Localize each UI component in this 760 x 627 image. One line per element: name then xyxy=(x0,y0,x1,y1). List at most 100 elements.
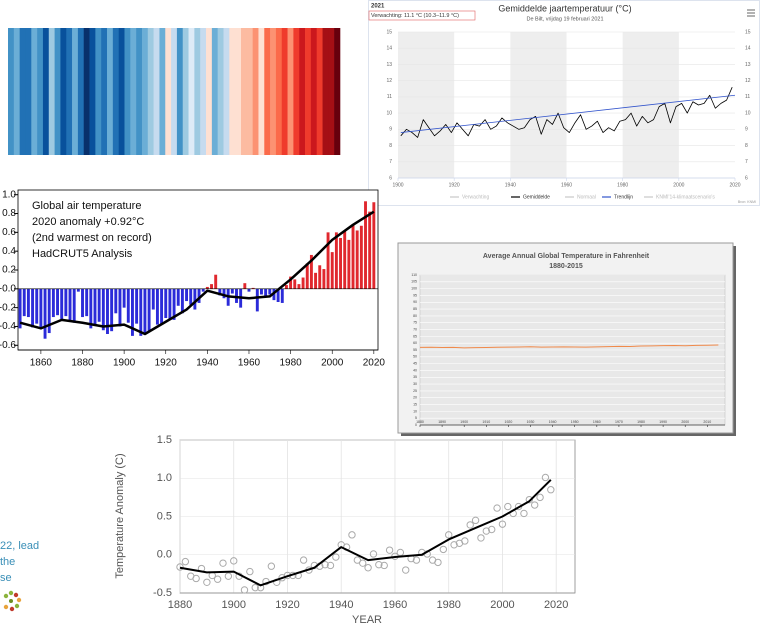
point xyxy=(434,558,442,567)
y-tick-label: 100 xyxy=(411,287,417,291)
y-tick-label: 15 xyxy=(386,29,392,35)
legend-label[interactable]: Normaal xyxy=(577,194,596,200)
y-tick-label: 13 xyxy=(386,62,392,68)
y-tick-label: 15 xyxy=(413,402,417,406)
point xyxy=(213,575,222,583)
stripe xyxy=(136,28,143,155)
point xyxy=(348,531,356,539)
x-tick-label: 1950 xyxy=(571,420,579,424)
x-tick-label: 1960 xyxy=(561,182,572,188)
stripe xyxy=(275,28,283,155)
y-tick-label: 0 xyxy=(415,423,417,427)
point xyxy=(326,561,335,570)
y-tick-label: -0.6 xyxy=(0,340,16,351)
legend-label[interactable]: Trendlijn xyxy=(614,194,633,200)
stripe xyxy=(159,28,166,155)
y-tick-label: 0.4 xyxy=(2,246,16,257)
bar xyxy=(210,284,213,289)
x-tick-label: 1920 xyxy=(155,358,178,369)
stripe xyxy=(72,28,79,155)
stripe xyxy=(83,28,90,155)
point xyxy=(203,578,211,586)
x-tick-label: 1990 xyxy=(659,420,667,424)
bar xyxy=(314,272,318,289)
point xyxy=(461,537,469,545)
plot-band xyxy=(398,32,455,178)
y-tick-label: 5 xyxy=(415,416,417,420)
x-tick-label: 1880 xyxy=(168,599,192,611)
point xyxy=(267,562,276,570)
point xyxy=(332,553,340,561)
stripe xyxy=(37,28,44,155)
point xyxy=(380,561,388,570)
x-tick-label: 1880 xyxy=(416,420,424,424)
stripe xyxy=(200,28,207,155)
bar xyxy=(201,288,205,292)
x-tick-label: 2000 xyxy=(673,182,684,188)
x-tick-label: 1980 xyxy=(617,182,628,188)
stripe xyxy=(176,28,184,155)
point xyxy=(364,564,372,572)
stripe xyxy=(322,28,329,155)
y-tick-label: 30 xyxy=(413,382,417,386)
y-tick-label: 0.8 xyxy=(2,208,16,219)
bar xyxy=(359,225,363,289)
bar xyxy=(301,277,305,289)
stripe xyxy=(223,28,230,155)
bar xyxy=(89,288,93,329)
stripe xyxy=(8,28,15,155)
bar xyxy=(289,276,293,289)
y-tick-label: 0.0 xyxy=(157,549,172,561)
y-tick-label: 95 xyxy=(413,293,417,297)
stripe xyxy=(281,28,288,155)
bar xyxy=(247,288,251,292)
bar xyxy=(39,288,43,328)
legend-label[interactable]: Gemiddelde xyxy=(523,194,550,200)
point xyxy=(450,541,458,549)
point xyxy=(240,586,249,594)
x-tick-label: 1900 xyxy=(460,420,468,424)
annotation: 2020 anomaly +0.92°C xyxy=(32,216,144,228)
stripe xyxy=(316,28,323,155)
legend-label[interactable]: KNMI'14-klimaatscenario's xyxy=(656,194,715,200)
bar xyxy=(330,252,334,289)
y-tick-label: 65 xyxy=(413,334,417,338)
line xyxy=(179,479,552,587)
point xyxy=(525,495,534,504)
point xyxy=(445,531,453,539)
stripe xyxy=(89,28,96,155)
bar xyxy=(72,288,76,323)
stripe xyxy=(107,28,114,155)
x-tick-label: 1940 xyxy=(549,420,557,424)
bar xyxy=(193,288,197,310)
bar xyxy=(251,287,255,289)
y-tick-label: 75 xyxy=(413,321,417,325)
menu-icon[interactable] xyxy=(747,9,755,17)
y-tick-label: 90 xyxy=(413,300,417,304)
bar xyxy=(106,288,109,334)
bar xyxy=(18,288,22,329)
stripe xyxy=(246,28,253,155)
point xyxy=(176,563,184,571)
x-tick-label: 1900 xyxy=(113,358,136,369)
stripe xyxy=(112,28,119,155)
bar xyxy=(85,288,89,317)
y-tick-label: 55 xyxy=(413,348,417,352)
legend-label[interactable]: Verwachting xyxy=(462,194,489,200)
point xyxy=(230,557,238,565)
bar xyxy=(64,288,68,317)
point xyxy=(541,473,550,482)
y-tick-label: 1.0 xyxy=(2,189,16,200)
point xyxy=(471,516,480,525)
bar xyxy=(172,288,176,320)
bar xyxy=(31,288,35,328)
stripe xyxy=(211,28,218,155)
stripe xyxy=(328,28,335,155)
bar xyxy=(164,288,168,318)
point xyxy=(353,556,362,564)
stripe xyxy=(54,28,61,155)
plot-band xyxy=(510,32,567,178)
logo xyxy=(3,590,22,612)
y-tick-label: -0.4 xyxy=(0,321,16,332)
